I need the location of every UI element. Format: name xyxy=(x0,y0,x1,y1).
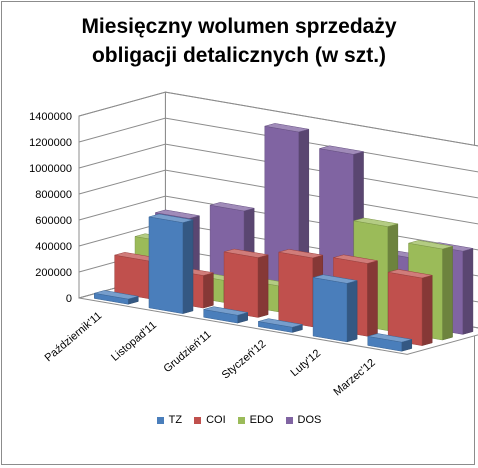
y-tick-label: 1000000 xyxy=(29,163,72,175)
bar-top xyxy=(258,318,303,328)
bar-front xyxy=(387,271,423,346)
legend-item: DOS xyxy=(285,414,322,426)
legend-item: EDO xyxy=(237,414,274,426)
bar-side xyxy=(257,254,269,318)
bar xyxy=(387,269,433,346)
gridline xyxy=(78,117,478,173)
gridline xyxy=(78,143,478,199)
chart-title: Miesięczny wolumen sprzedaży obligacji d… xyxy=(0,12,478,70)
legend-label: TZ xyxy=(168,414,183,426)
bar-top xyxy=(353,217,398,227)
bar-front xyxy=(312,277,348,343)
bar-top xyxy=(319,145,364,155)
x-category-label: Listopad'11 xyxy=(109,319,159,364)
bar-top xyxy=(333,254,378,264)
bar-top xyxy=(148,213,194,223)
bar xyxy=(258,318,303,333)
bar-front xyxy=(223,251,259,318)
bar-side xyxy=(346,280,358,343)
y-tick-label: 0 xyxy=(66,293,72,305)
gridline xyxy=(78,169,478,225)
bar-front xyxy=(148,216,184,314)
bar-side xyxy=(182,219,194,314)
legend-swatch xyxy=(237,416,245,424)
bar-top xyxy=(94,290,139,300)
chart-legend: TZ COI EDO DOS xyxy=(0,414,478,426)
x-category-label: Grudzień'11 xyxy=(161,329,213,376)
bar-side xyxy=(421,274,433,346)
bar-top xyxy=(264,123,309,133)
y-tick-label: 1400000 xyxy=(29,111,72,123)
bar xyxy=(94,290,139,305)
bar-top xyxy=(203,306,248,316)
y-tick-label: 800000 xyxy=(35,189,72,201)
y-tick-label: 400000 xyxy=(35,241,72,253)
bar-front xyxy=(278,251,313,328)
y-tick-label: 600000 xyxy=(35,215,72,227)
bar-top xyxy=(367,333,412,343)
bar-side xyxy=(203,272,214,309)
legend-swatch xyxy=(156,416,164,424)
y-tick-label: 200000 xyxy=(35,267,72,279)
bar xyxy=(312,274,358,343)
bar xyxy=(203,306,248,324)
bar xyxy=(223,248,269,318)
x-category-label: Marzec'12 xyxy=(331,357,377,399)
legend-swatch xyxy=(285,416,293,424)
bar xyxy=(148,213,194,314)
x-category-label: Styczeń'12 xyxy=(220,338,269,382)
bar-top xyxy=(210,202,255,212)
bar-top xyxy=(278,249,323,259)
bar-top xyxy=(313,274,358,284)
legend-item: TZ xyxy=(156,414,183,426)
legend-label: DOS xyxy=(297,414,322,426)
gridline xyxy=(78,91,478,147)
bar-side xyxy=(367,260,378,337)
bar-top xyxy=(155,209,200,219)
bar-top xyxy=(388,269,433,279)
bar-side xyxy=(442,245,453,341)
legend-item: COI xyxy=(194,414,226,426)
bar-top xyxy=(408,240,453,250)
bar-side xyxy=(462,248,474,335)
bar-front xyxy=(114,254,149,299)
x-category-label: Październik'11 xyxy=(43,310,105,364)
chart-title-line-2: obligacji detalicznych (w szt.) xyxy=(91,44,387,67)
y-tick-label: 1200000 xyxy=(29,137,72,149)
legend-swatch xyxy=(194,416,202,424)
chart-title-line-1: Miesięczny wolumen sprzedaży xyxy=(81,15,397,38)
bar xyxy=(367,333,413,352)
x-category-label: Luty'12 xyxy=(288,347,323,379)
legend-label: COI xyxy=(206,414,226,426)
legend-label: EDO xyxy=(249,414,274,426)
bar-top xyxy=(223,248,269,258)
